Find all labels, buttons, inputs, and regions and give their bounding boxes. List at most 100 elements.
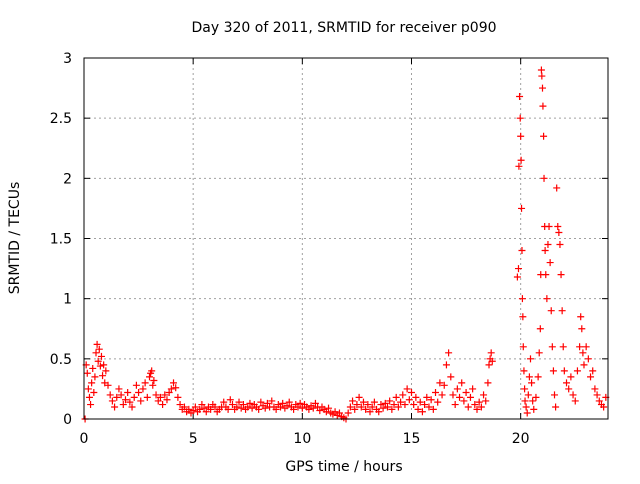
data-point [121, 396, 129, 404]
data-point [544, 241, 552, 249]
data-point [154, 397, 162, 405]
data-point [211, 403, 219, 411]
data-point [331, 408, 339, 416]
data-point [176, 401, 184, 409]
data-point [113, 393, 121, 401]
data-point [263, 399, 271, 407]
x-tick-label: 0 [80, 431, 89, 447]
data-point [290, 405, 298, 413]
data-point [573, 367, 581, 375]
data-point [244, 403, 252, 411]
data-point [539, 84, 546, 92]
data-point [84, 385, 92, 393]
data-point [277, 403, 284, 411]
data-point [449, 391, 457, 399]
data-point [191, 403, 199, 411]
data-point [464, 403, 472, 411]
data-point [425, 403, 433, 411]
data-point [434, 398, 442, 406]
data-point [170, 379, 178, 387]
data-point [94, 357, 102, 365]
data-point [600, 403, 608, 411]
data-point [135, 389, 143, 397]
data-point [255, 405, 263, 413]
data-point [106, 391, 114, 399]
data-point [523, 409, 531, 417]
data-point [516, 93, 524, 101]
plot-frame [83, 57, 609, 420]
data-point [161, 391, 169, 399]
x-tick-label: 20 [512, 431, 530, 447]
data-point [108, 397, 116, 405]
data-point [226, 396, 234, 404]
data-point [408, 389, 415, 397]
x-tick-label: 5 [189, 431, 198, 447]
data-point [438, 391, 446, 399]
data-point [466, 393, 474, 401]
data-point [89, 364, 97, 372]
data-point [346, 403, 354, 411]
data-point [579, 349, 587, 357]
data-point [272, 405, 280, 413]
data-point [130, 393, 138, 401]
data-point [482, 397, 490, 405]
data-point [152, 391, 160, 399]
data-point [589, 367, 597, 375]
data-point [485, 361, 493, 369]
data-point [591, 385, 599, 393]
data-point [353, 401, 361, 409]
data-point [480, 391, 488, 399]
data-point [517, 132, 525, 140]
data-point [117, 391, 125, 399]
data-point [540, 174, 548, 182]
data-point [524, 391, 532, 399]
data-point [233, 403, 241, 411]
data-point [556, 241, 564, 249]
x-tick-label: 10 [293, 431, 311, 447]
data-point [305, 405, 313, 413]
data-point [165, 389, 173, 397]
data-point [375, 408, 383, 416]
data-point [294, 403, 302, 411]
data-point [167, 385, 175, 393]
data-point [104, 381, 112, 389]
data-point [268, 397, 276, 405]
data-point [552, 403, 560, 411]
data-point [132, 381, 140, 389]
data-point [458, 379, 466, 387]
data-point [534, 373, 542, 381]
data-point [526, 355, 534, 363]
data-point [567, 373, 575, 381]
data-point [349, 397, 357, 405]
data-point [172, 384, 180, 392]
data-point [364, 401, 372, 409]
data-point [298, 404, 306, 412]
data-point [383, 403, 391, 411]
data-point [537, 66, 545, 74]
y-tick-label: 1.5 [50, 232, 72, 248]
data-point [518, 295, 526, 303]
data-point [174, 393, 182, 401]
data-point [397, 398, 405, 406]
data-point [516, 114, 524, 122]
data-point [85, 393, 93, 401]
data-point [257, 398, 265, 406]
data-point [207, 405, 215, 413]
data-point [557, 271, 565, 279]
data-point [538, 72, 546, 80]
data-point [143, 393, 151, 401]
data-point [261, 404, 269, 412]
data-point [519, 313, 527, 321]
data-point [421, 401, 429, 409]
data-point [535, 349, 543, 357]
data-point [558, 307, 566, 315]
data-point [460, 397, 468, 405]
data-point [447, 373, 455, 381]
data-point [96, 362, 104, 370]
data-point [139, 385, 147, 393]
data-point [146, 373, 153, 381]
data-point [445, 349, 453, 357]
data-point [285, 398, 293, 406]
data-point [487, 349, 495, 357]
